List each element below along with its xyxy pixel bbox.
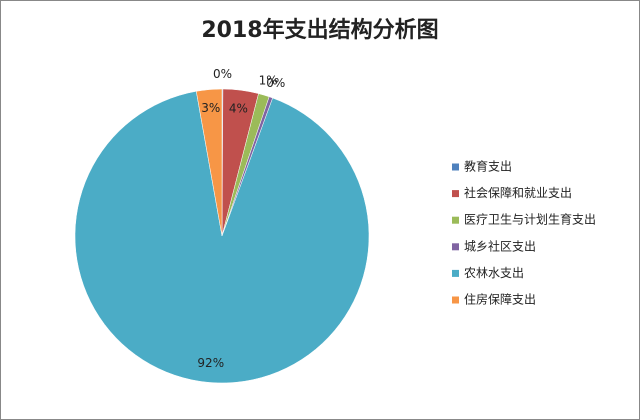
legend-label: 住房保障支出	[464, 292, 536, 307]
data-label: 4%	[229, 102, 248, 116]
data-label: 0%	[266, 76, 285, 90]
data-label: 0%	[213, 67, 232, 81]
data-label: 3%	[201, 101, 220, 115]
legend-swatch	[452, 216, 459, 224]
legend-label: 教育支出	[464, 159, 512, 174]
legend-swatch	[452, 269, 459, 277]
pie-slice	[195, 88, 223, 237]
legend-label: 农林水支出	[464, 266, 524, 280]
legend-label: 医疗卫生与计划生育支出	[464, 212, 596, 227]
data-label: 1%	[259, 74, 278, 88]
pie-slice	[74, 90, 370, 384]
legend-swatch	[452, 163, 459, 171]
data-label: 92%	[197, 356, 224, 370]
legend-swatch	[452, 190, 459, 198]
legend-label: 城乡社区支出	[464, 238, 536, 253]
legend-label: 社会保障和就业支出	[464, 185, 572, 200]
chart-title: 2018年支出结构分析图	[201, 17, 438, 43]
legend-swatch	[452, 243, 459, 251]
legend-swatch	[452, 296, 459, 304]
